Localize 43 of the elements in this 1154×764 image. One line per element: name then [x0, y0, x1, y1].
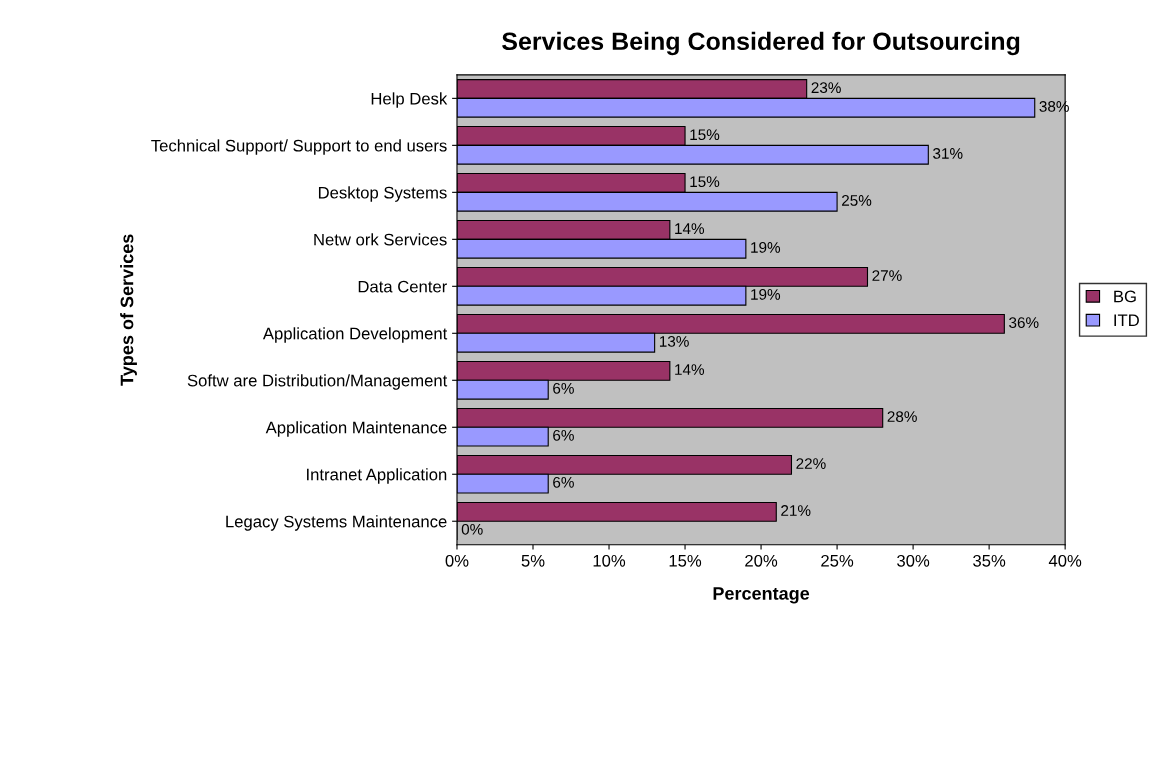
y-axis-title: Types of Services: [120, 234, 137, 386]
y-tick-label: Help Desk: [371, 92, 448, 108]
data-label: 22%: [796, 458, 826, 469]
data-label: 28%: [887, 411, 917, 422]
x-tick-label: 20%: [745, 554, 778, 567]
x-tick-label: 5%: [521, 554, 545, 567]
data-label: 31%: [933, 148, 963, 159]
data-label: 14%: [675, 364, 705, 375]
data-label: 15%: [690, 129, 720, 141]
data-label: 27%: [872, 270, 902, 281]
data-label: 23%: [811, 82, 841, 94]
data-label: 14%: [675, 223, 705, 234]
y-tick-label: Intranet Application: [307, 468, 447, 484]
x-axis-title: Percentage: [713, 587, 810, 604]
data-label: 6%: [553, 382, 574, 394]
x-tick-label: 40%: [1048, 554, 1082, 567]
y-tick-label: Softw are Distribution/Management: [187, 374, 448, 390]
data-label: 13%: [659, 335, 689, 347]
legend-label: ITD: [1114, 314, 1139, 327]
x-tick-label: 35%: [973, 554, 1006, 567]
data-label: 36%: [1009, 317, 1039, 328]
y-tick-label: Application Development: [262, 327, 448, 343]
data-label: 6%: [553, 476, 574, 488]
data-label: 15%: [690, 176, 720, 188]
chart-title: Services Being Considered for Outsourcing: [502, 31, 1020, 56]
y-tick-label: Application Maintenance: [265, 421, 447, 437]
x-tick-label: 30%: [897, 554, 930, 567]
x-tick-label: 0%: [445, 554, 469, 567]
data-label: 21%: [781, 505, 811, 516]
data-label: 25%: [842, 195, 872, 206]
y-tick-label: Desktop Systems: [318, 186, 447, 202]
y-tick-label: Data Center: [358, 280, 447, 293]
data-label: 19%: [751, 242, 781, 253]
x-tick-label: 15%: [669, 554, 702, 567]
y-tick-label: Netw ork Services: [314, 233, 447, 246]
x-tick-label: 10%: [593, 554, 626, 567]
y-tick-label: Technical Support/ Support to end users: [151, 139, 447, 155]
data-label: 6%: [553, 429, 574, 441]
x-tick-label: 25%: [821, 554, 854, 567]
data-label: 19%: [751, 288, 781, 300]
data-label: 0%: [461, 523, 483, 535]
y-tick-label: Legacy Systems Maintenance: [226, 515, 447, 531]
legend-label: BG: [1114, 290, 1136, 303]
